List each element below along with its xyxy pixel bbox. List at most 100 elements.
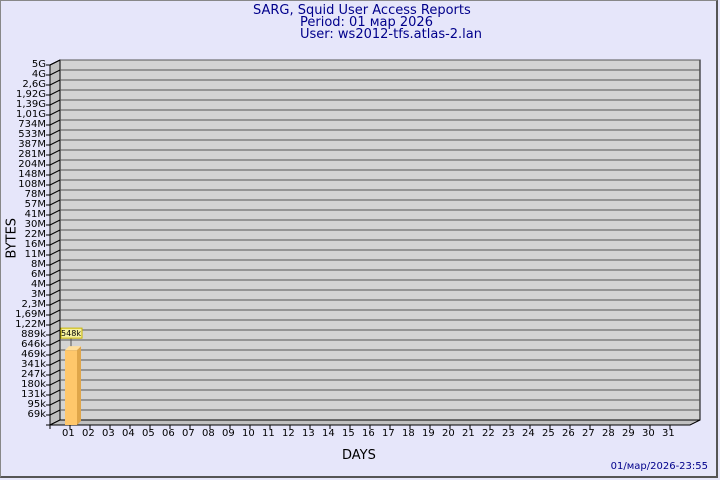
y-tick-label: 1,39G [15,99,46,110]
x-tick-label: 25 [542,428,555,439]
y-tick-label: 41M [24,209,46,220]
grid-diagonal [49,219,61,226]
grid-diagonal [49,99,61,106]
grid-diagonal [49,89,61,96]
grid-diagonal [49,109,61,116]
floor [49,419,701,426]
y-tick-label: 2,6G [22,79,46,90]
y-tick-label: 734M [18,119,46,130]
x-tick-label: 22 [482,428,495,439]
y-tick-label: 69k [27,409,46,420]
y-tick-label: 341k [21,359,46,370]
x-tick-label: 06 [162,428,175,439]
grid-diagonal [49,349,61,356]
y-tick-label: 5G [31,59,46,70]
grid-diagonal [49,259,61,266]
x-tick-label: 17 [382,428,395,439]
x-tick-label: 31 [662,428,675,439]
y-tick-label: 1,92G [15,89,46,100]
data-label: 548k [61,329,81,338]
y-tick-label: 148M [18,169,46,180]
y-tick-label: 646k [21,339,46,350]
grid-diagonal [49,399,61,406]
x-tick-label: 28 [602,428,615,439]
x-tick-label: 10 [242,428,255,439]
y-tick-label: 78M [24,189,46,200]
y-tick-label: 4M [31,279,46,290]
y-tick-label: 30M [24,219,46,230]
chart-user: User: ws2012-tfs.atlas-2.lan [300,27,482,42]
y-tick-label: 6M [31,269,46,280]
x-tick-label: 03 [102,428,115,439]
x-tick-label: 08 [202,428,215,439]
x-tick-label: 12 [282,428,295,439]
x-tick-label: 16 [362,428,375,439]
y-tick-label: 1,69M [15,309,46,320]
x-tick-label: 04 [122,428,135,439]
grid-diagonal [49,79,61,86]
grid-diagonal [49,69,61,76]
x-tick-label: 11 [262,428,275,439]
y-tick-label: 3M [31,289,46,300]
y-axis-title: BYTES [4,217,20,259]
bar-side [77,346,81,425]
chart-period: Period: 01 мар 2026 [300,15,433,30]
bar-top [65,346,81,351]
y-tick-label: 281M [18,149,46,160]
grid-diagonal [49,189,61,196]
chart-title: SARG, Squid User Access Reports [253,3,471,18]
x-tick-label: 20 [442,428,455,439]
x-tick-label: 01 [62,428,75,439]
grid-diagonal [49,379,61,386]
grid-diagonal [49,279,61,286]
y-tick-label: 180k [21,379,46,390]
x-tick-label: 07 [182,428,195,439]
grid-diagonal [49,319,61,326]
y-tick-label: 2,3M [21,299,46,310]
x-axis-title: DAYS [342,448,376,463]
grid-diagonal [49,129,61,136]
y-tick-label: 22M [24,229,46,240]
x-tick-label: 26 [562,428,575,439]
x-tick-label: 24 [522,428,535,439]
y-tick-label: 387M [18,139,46,150]
x-tick-label: 05 [142,428,155,439]
x-tick-label: 14 [322,428,335,439]
generated-timestamp: 01/мар/2026-23:55 [610,461,708,472]
y-tick-label: 247k [21,369,46,380]
y-tick-label: 4G [31,69,46,80]
x-tick-label: 09 [222,428,235,439]
x-tick-label: 23 [502,428,515,439]
grid-diagonal [49,289,61,296]
x-tick-label: 15 [342,428,355,439]
grid-diagonal [49,169,61,176]
y-tick-label: 889k [21,329,46,340]
y-tick-label: 533M [18,129,46,140]
x-tick-label: 21 [462,428,475,439]
data-label-box [60,327,83,339]
bar [65,350,77,425]
grid-diagonal [49,149,61,156]
y-tick-label: 16M [24,239,46,250]
grid-diagonal [49,369,61,376]
grid-diagonal [49,239,61,246]
grid-diagonal [49,229,61,236]
grid-diagonal [49,329,61,336]
x-tick-label: 19 [422,428,435,439]
grid-diagonal [49,389,61,396]
grid-diagonal [49,159,61,166]
grid-diagonal [49,209,61,216]
grid-diagonal [49,409,61,416]
y-tick-label: 108M [18,179,46,190]
grid-diagonal [49,339,61,346]
y-tick-label: 1,22M [15,319,46,330]
grid-diagonal [49,119,61,126]
x-tick-label: 18 [402,428,415,439]
grid-diagonal [49,59,61,66]
x-tick-label: 13 [302,428,315,439]
grid-diagonal [49,359,61,366]
y-tick-label: 57M [24,199,46,210]
x-tick-label: 27 [582,428,595,439]
grid-diagonal [49,139,61,146]
